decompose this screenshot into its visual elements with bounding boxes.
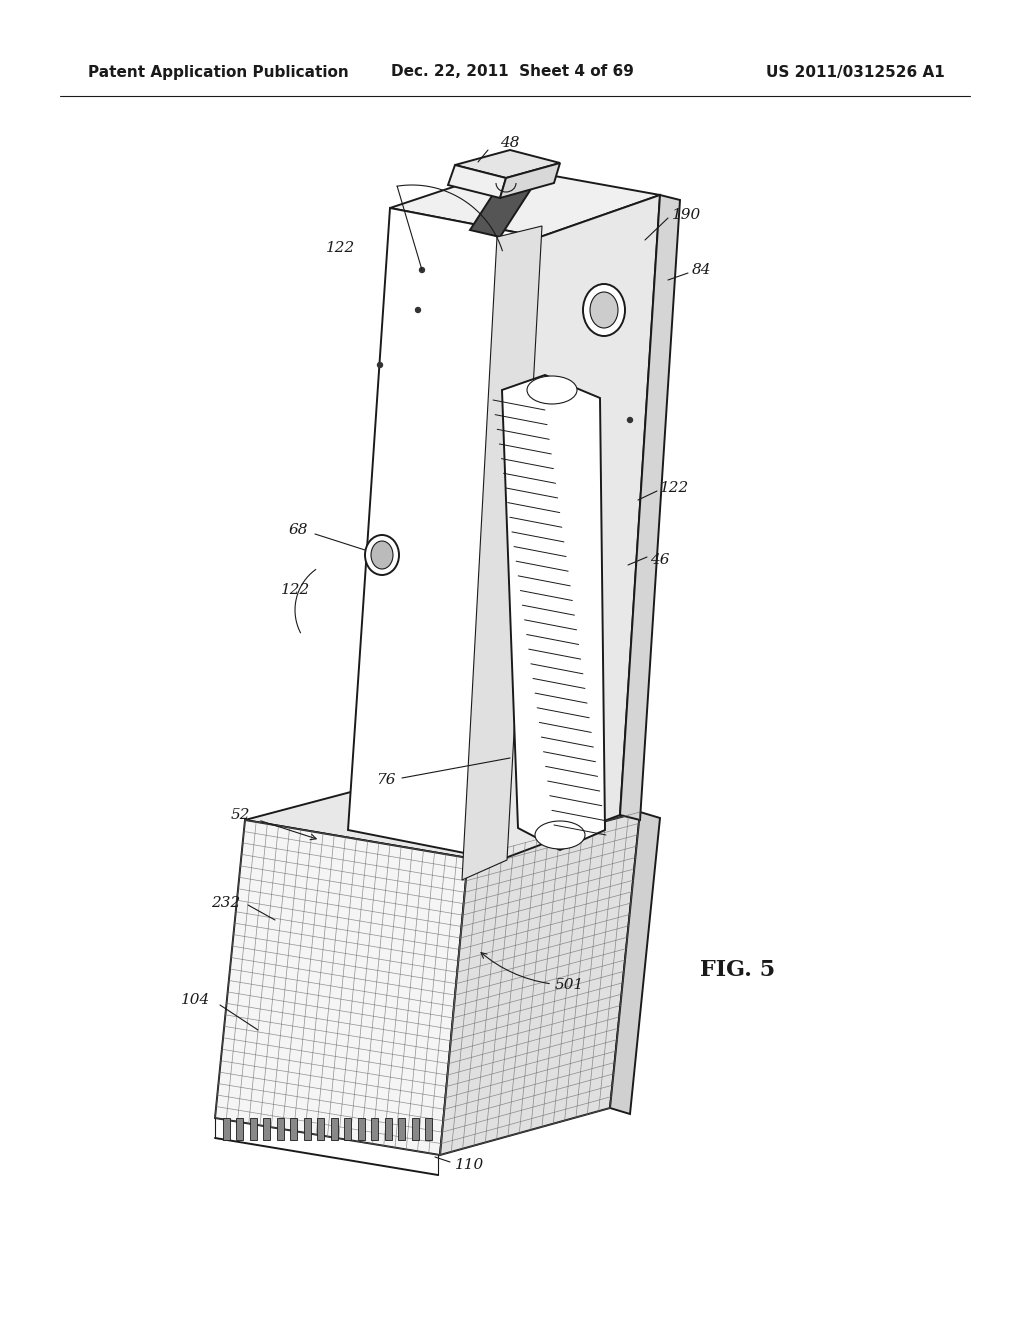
Ellipse shape <box>628 417 633 422</box>
Polygon shape <box>462 226 542 880</box>
Text: 48: 48 <box>501 136 520 150</box>
Polygon shape <box>455 150 560 178</box>
Polygon shape <box>390 168 660 238</box>
Text: 68: 68 <box>289 523 308 537</box>
Polygon shape <box>245 775 640 858</box>
Bar <box>250 1118 257 1140</box>
Bar <box>385 1118 391 1140</box>
Text: 190: 190 <box>672 209 701 222</box>
Polygon shape <box>215 820 468 1155</box>
Text: 122: 122 <box>326 242 355 255</box>
Text: 122: 122 <box>281 583 310 597</box>
Text: US 2011/0312526 A1: US 2011/0312526 A1 <box>766 65 945 79</box>
Text: 232: 232 <box>211 896 240 909</box>
Bar <box>371 1118 378 1140</box>
Bar <box>412 1118 419 1140</box>
Text: 104: 104 <box>181 993 210 1007</box>
Text: Patent Application Publication: Patent Application Publication <box>88 65 349 79</box>
Ellipse shape <box>416 308 421 313</box>
Text: 46: 46 <box>650 553 670 568</box>
Text: 84: 84 <box>692 263 712 277</box>
Polygon shape <box>470 168 540 238</box>
Polygon shape <box>620 195 680 820</box>
Bar <box>291 1118 297 1140</box>
Text: 122: 122 <box>660 480 689 495</box>
Ellipse shape <box>535 821 585 849</box>
Ellipse shape <box>527 376 577 404</box>
Bar <box>276 1118 284 1140</box>
Ellipse shape <box>365 535 399 576</box>
Polygon shape <box>449 165 506 198</box>
Bar <box>317 1118 325 1140</box>
Bar <box>223 1118 230 1140</box>
Polygon shape <box>502 375 605 850</box>
Polygon shape <box>348 209 540 861</box>
Text: Dec. 22, 2011  Sheet 4 of 69: Dec. 22, 2011 Sheet 4 of 69 <box>390 65 634 79</box>
Polygon shape <box>500 195 660 861</box>
Bar <box>425 1118 432 1140</box>
Ellipse shape <box>420 268 425 272</box>
Text: 110: 110 <box>455 1158 484 1172</box>
Bar <box>357 1118 365 1140</box>
Bar <box>398 1118 406 1140</box>
Polygon shape <box>610 812 660 1114</box>
Ellipse shape <box>590 292 618 327</box>
Ellipse shape <box>371 541 393 569</box>
Bar <box>344 1118 351 1140</box>
Bar <box>237 1118 244 1140</box>
Ellipse shape <box>583 284 625 337</box>
Text: 501: 501 <box>555 978 585 993</box>
Text: FIG. 5: FIG. 5 <box>700 960 775 981</box>
Bar <box>331 1118 338 1140</box>
Text: 76: 76 <box>377 774 396 787</box>
Text: 52: 52 <box>230 808 250 822</box>
Bar <box>263 1118 270 1140</box>
Bar <box>304 1118 311 1140</box>
Ellipse shape <box>378 363 383 367</box>
Polygon shape <box>440 812 640 1155</box>
Polygon shape <box>500 162 560 198</box>
